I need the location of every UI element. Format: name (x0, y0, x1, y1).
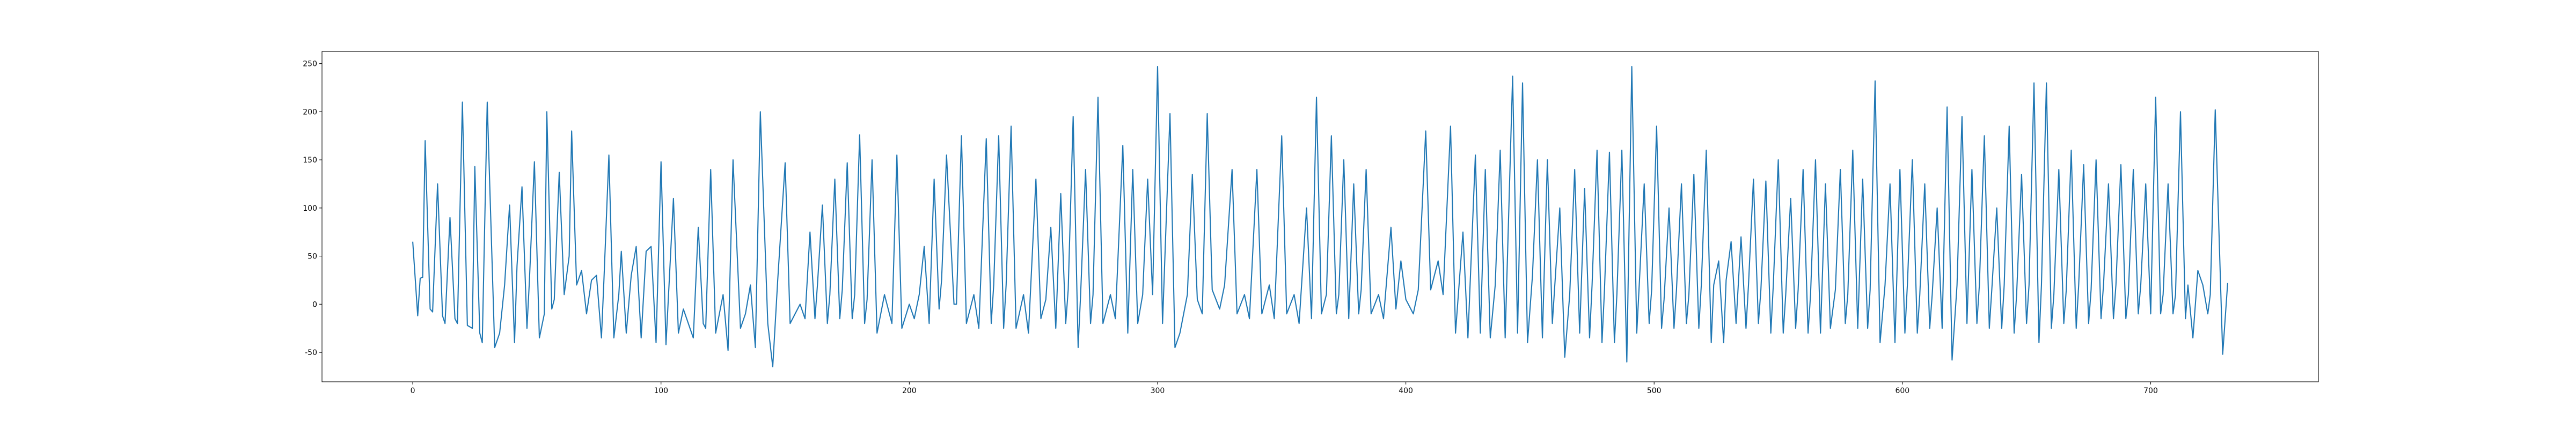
y-tick-label: 50 (308, 253, 317, 261)
data-line (412, 65, 2228, 368)
x-tick-label: 300 (1151, 387, 1165, 395)
y-tick-label: 100 (303, 204, 317, 213)
axes-frame (321, 51, 2319, 382)
x-tick-label: 700 (2143, 387, 2158, 395)
y-tick-label: 150 (303, 156, 317, 165)
y-tick-label: 200 (303, 108, 317, 116)
x-tick-label: 0 (411, 387, 415, 395)
y-tick-label: -50 (305, 349, 317, 357)
x-tick-label: 600 (1895, 387, 1909, 395)
y-tick-label: 0 (312, 300, 317, 309)
y-tick-label: 250 (303, 60, 317, 69)
x-tick-label: 200 (902, 387, 917, 395)
x-tick-label: 100 (654, 387, 668, 395)
x-tick-label: 400 (1399, 387, 1413, 395)
x-tick-label: 500 (1647, 387, 1662, 395)
